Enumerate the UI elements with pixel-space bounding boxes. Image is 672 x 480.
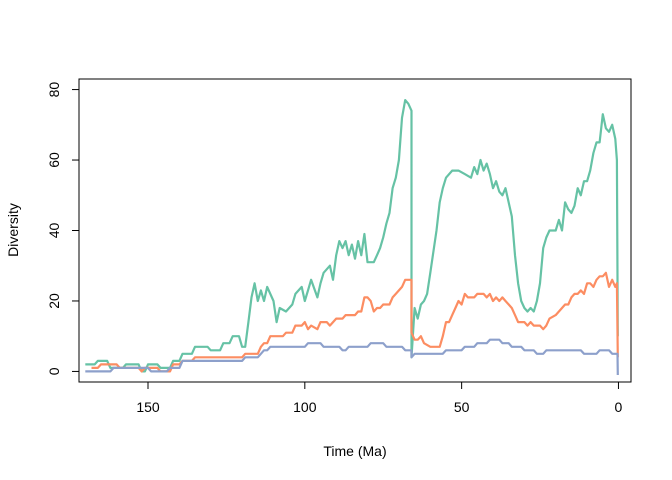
x-tick-label: 100 bbox=[293, 399, 317, 415]
x-tick-label: 0 bbox=[615, 399, 623, 415]
series-line-3 bbox=[85, 338, 619, 376]
series-line-2 bbox=[91, 271, 619, 373]
y-axis: 0 20 40 60 80 bbox=[46, 82, 80, 375]
y-tick-label: 0 bbox=[46, 367, 62, 375]
x-axis: 150 100 50 0 bbox=[136, 381, 623, 415]
y-axis-title: Diversity bbox=[5, 203, 21, 257]
x-tick-label: 150 bbox=[136, 399, 160, 415]
x-axis-title: Time (Ma) bbox=[323, 443, 386, 459]
y-tick-label: 40 bbox=[46, 223, 62, 239]
y-tick-label: 80 bbox=[46, 82, 62, 98]
y-tick-label: 60 bbox=[46, 152, 62, 168]
x-tick-label: 50 bbox=[454, 399, 470, 415]
series-layer bbox=[85, 99, 619, 376]
y-tick-label: 20 bbox=[46, 293, 62, 309]
series-line-1 bbox=[85, 99, 619, 373]
